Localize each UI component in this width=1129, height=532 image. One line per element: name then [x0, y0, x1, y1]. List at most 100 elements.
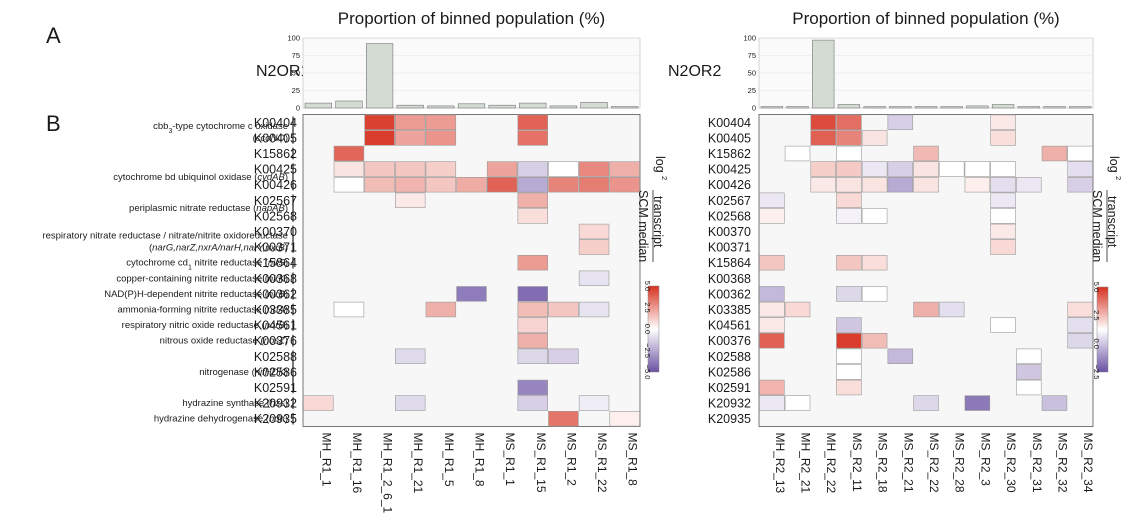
bar-chart-title: Proportion of binned population (%): [792, 9, 1059, 28]
colorbar-tick-label: 2.5: [1092, 310, 1101, 320]
heatmap-cell-K00425-MH_R1_16: [333, 161, 365, 177]
colorbar-axis-label-log: log: [653, 156, 667, 173]
column-label-MH_R2_13: MH_R2_13: [773, 433, 787, 494]
heatmap-cell-K15864-MS_R2_11: [836, 255, 862, 271]
gene-description-12: hydrazine synthase (hzs): [182, 398, 288, 409]
gene-abbreviation: nirS: [268, 258, 286, 269]
gene-name: cytochrome bd ubiquinol oxidase (: [113, 172, 258, 183]
row-label-K00370: K00370: [708, 225, 751, 239]
column-label-MS_R1_1: MS_R1_1: [503, 433, 517, 487]
row-label-K00371: K00371: [708, 241, 751, 255]
heatmap-cell-K00426-MH_R1_16: [333, 177, 365, 193]
heatmap-cell-K03385-MS_R1_2: [548, 301, 579, 318]
column-label-MS_R2_18: MS_R2_18: [876, 433, 890, 493]
bar-MH_R1_2_6_1: [365, 43, 394, 109]
heatmap-cell-K00404-MH_R1_2_6_1: [364, 114, 395, 131]
heatmap-cell-K00362-MH_R1_8: [456, 286, 487, 302]
gene-abbreviation: hzs: [270, 398, 285, 409]
column-label-MS_R2_28: MS_R2_28: [953, 433, 967, 493]
heatmap-cell-K15862-MS_R2_11: [836, 145, 862, 162]
row-label-K02568: K02568: [254, 209, 297, 223]
row-label-K02588: K02588: [708, 350, 751, 364]
row-label-K15864: K15864: [708, 256, 751, 270]
colorbar-tick-label: 5.0: [643, 281, 652, 291]
bar-ytick-label: 75: [748, 51, 756, 60]
heatmap-cell-K00404-MS_R1_15: [517, 114, 548, 131]
column-label-MS_R1_22: MS_R1_22: [595, 433, 609, 493]
row-label-K00368: K00368: [254, 272, 297, 286]
bar-ytick-label: 0: [296, 104, 300, 113]
sample-name-n2or2: N2OR2: [668, 63, 721, 80]
colorbar-axis-label-log: log: [1107, 156, 1121, 173]
gene-name: nitrous oxide reductase (: [160, 336, 265, 347]
column-label-MS_R1_15: MS_R1_15: [534, 433, 548, 493]
heatmap-cell-K00376-MS_R1_15: [517, 332, 548, 349]
heatmap-cell-K03385-MS_R2_28: [938, 301, 965, 318]
heatmap-cell-K00404-MH_R1_21: [395, 114, 426, 131]
row-label-K00371: K00371: [254, 241, 297, 255]
heatmap-cell-K00405-MS_R2_11: [836, 130, 862, 146]
gene-abbreviation: hdh: [269, 414, 285, 425]
heatmap-cell-K02567-MH_R1_21: [395, 192, 426, 208]
bar-ytick-label: 25: [748, 86, 756, 95]
heatmap-cell-K02591-MS_R2_11: [836, 379, 862, 396]
row-label-K03385: K03385: [254, 303, 297, 317]
gene-description-0: cbb3-type cytochrome c oxidase: [153, 121, 288, 135]
gene-description-10: nitrous oxide reductase (nosZ): [160, 336, 288, 347]
heatmap-cell-K02568-MS_R2_11: [836, 208, 862, 224]
panel-b-label: B: [46, 111, 61, 136]
heatmap-cell-K00376-MS_R2_18: [861, 332, 888, 349]
colorbar-tick-label: 0.0: [1092, 338, 1101, 348]
gene-open-paren: (: [149, 242, 153, 253]
heatmap-cell-K02588-MS_R2_21: [887, 348, 914, 364]
bar-MS_R1_2: [549, 105, 578, 109]
heatmap-cell-K02588-MS_R1_15: [517, 348, 548, 364]
heatmap-cell-K02567-MS_R2_11: [836, 192, 862, 208]
heatmap-cell-K00362-MS_R1_15: [517, 286, 548, 302]
row-label-K00404: K00404: [708, 116, 751, 130]
colorbar-tick-label: −2.5: [643, 343, 652, 358]
heatmap-frame: [302, 114, 641, 427]
column-label-MS_R2_3: MS_R2_3: [978, 433, 992, 487]
row-label-K00426: K00426: [254, 178, 297, 192]
gene-close-paren: ): [285, 398, 288, 409]
gene-name: -type cytochrome c oxidase: [172, 121, 288, 132]
heatmap-cell-K02591-MS_R1_15: [517, 379, 548, 396]
colorbar-tick-label: −2.5: [1092, 365, 1101, 380]
gene-abbreviation: cydAB: [257, 172, 285, 183]
heatmap-cell-K00404-MS_R2_11: [836, 114, 862, 131]
row-label-K00370: K00370: [254, 225, 297, 239]
heatmap-cell-K20932-MS_R2_22: [913, 395, 939, 411]
heatmap-cell-K00362-MS_R2_11: [836, 286, 862, 302]
gene-description-9: respiratory nitric oxide reductase (norB…: [122, 320, 288, 331]
row-label-K02567: K02567: [254, 194, 297, 208]
heatmap-cell-K20935-MS_R1_2: [548, 410, 579, 427]
gene-description-7: NAD(P)H-dependent nitrite reductase (nir…: [104, 289, 288, 300]
heatmap-cell-K15862-MS_R2_34: [1067, 145, 1093, 162]
heatmap-cell-K04561-MS_R2_30: [990, 317, 1016, 333]
heatmap-cell-K00425-MS_R1_2: [548, 161, 579, 177]
column-label-MH_R2_22: MH_R2_22: [824, 433, 838, 494]
column-label-MS_R1_8: MS_R1_8: [626, 433, 640, 487]
gene-close-paren: ): [285, 172, 288, 183]
heatmap-cell-K02567-MS_R2_30: [990, 192, 1016, 208]
bar-MS_R1_15: [519, 102, 547, 109]
heatmap-cell-K02586-MS_R2_11: [836, 364, 862, 380]
bar-MH_R1_16: [335, 100, 363, 109]
heatmap-cell-K00376-MS_R2_34: [1067, 332, 1093, 349]
heatmap-cell-K02591-MS_R2_31: [1016, 379, 1042, 396]
heatmap-cell-K15862-MS_R2_22: [913, 145, 939, 162]
row-label-K15862: K15862: [708, 147, 751, 161]
heatmap-cell-K00425-MS_R2_21: [887, 161, 914, 177]
gene-annotation-labels: cbb3-type cytochrome c oxidase(ccoNO)cyt…: [42, 116, 294, 425]
bar-ytick-label: 100: [743, 34, 756, 43]
heatmap-cell-K00370-MS_R1_22: [578, 223, 610, 240]
heatmap-cell-K00405-MH_R1_5: [425, 130, 457, 146]
column-label-MS_R2_32: MS_R2_32: [1055, 433, 1069, 493]
heatmap-cell-K02588-MH_R1_21: [395, 348, 426, 364]
heatmap-cell-K00425-MS_R1_1: [486, 161, 518, 177]
heatmap-cell-K00371-MS_R1_22: [578, 239, 610, 255]
gene-abbreviation: nirB: [268, 289, 286, 300]
row-label-K04561: K04561: [708, 319, 751, 333]
heatmap-cell-K00362-MS_R2_18: [861, 286, 888, 302]
